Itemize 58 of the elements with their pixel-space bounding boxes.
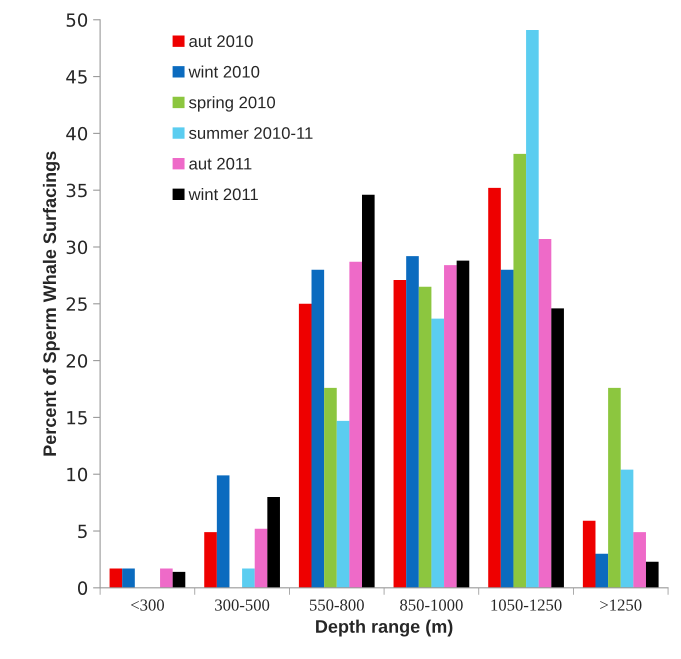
x-tick-label: 300-500 xyxy=(215,599,270,611)
y-tick-label: 50 xyxy=(66,13,88,27)
bar xyxy=(406,256,419,588)
bar xyxy=(418,286,432,588)
bar xyxy=(513,154,526,588)
x-tick-label: <300 xyxy=(131,599,164,611)
bar xyxy=(431,318,444,588)
bar xyxy=(608,388,621,588)
x-axis-title: Depth range (m) xyxy=(316,620,452,637)
y-tick-label: 25 xyxy=(66,297,87,311)
bar xyxy=(595,554,608,588)
y-tick-label: 45 xyxy=(66,70,87,84)
bar xyxy=(298,304,312,588)
y-tick-label: 30 xyxy=(66,240,88,254)
y-tick-label: 40 xyxy=(66,126,88,140)
y-tick-label: 10 xyxy=(67,468,88,482)
x-tick-label: 550-800 xyxy=(310,599,364,611)
bar xyxy=(456,260,470,588)
bar xyxy=(582,520,596,588)
bar xyxy=(110,568,122,588)
legend-label: wint 2011 xyxy=(188,188,258,200)
bar xyxy=(620,470,634,588)
y-axis-title: Percent of Sperm Whale Surfacings xyxy=(42,152,60,456)
bar xyxy=(500,270,514,588)
bar xyxy=(646,562,659,588)
bar xyxy=(324,388,337,588)
bar xyxy=(216,475,230,588)
bar xyxy=(444,265,457,588)
y-tick-label: 15 xyxy=(67,411,87,425)
bar xyxy=(526,30,539,588)
bar xyxy=(122,568,135,588)
bar xyxy=(312,270,324,588)
bar xyxy=(254,528,268,588)
legend-label: summer 2010-11 xyxy=(189,127,313,139)
bar xyxy=(362,194,375,588)
bar xyxy=(488,188,501,588)
bar xyxy=(336,420,350,588)
bar xyxy=(204,532,217,588)
bar xyxy=(172,572,186,588)
legend-label: spring 2010 xyxy=(189,96,276,112)
y-tick-label: 5 xyxy=(78,524,87,538)
x-tick-label: >1250 xyxy=(600,599,642,611)
y-tick-label: 20 xyxy=(66,354,88,368)
x-tick-label: 850-1000 xyxy=(400,599,463,611)
x-tick-label: 1050-1250 xyxy=(491,599,562,611)
bar xyxy=(551,308,564,588)
y-tick-label: 35 xyxy=(66,184,87,198)
bar xyxy=(633,532,646,588)
legend-label: aut 2011 xyxy=(189,158,252,170)
bar xyxy=(349,262,362,588)
bar xyxy=(538,239,552,588)
y-tick-label: 0 xyxy=(78,581,88,595)
bar xyxy=(242,568,255,588)
legend-label: aut 2010 xyxy=(189,35,253,48)
bar xyxy=(394,280,406,588)
bar xyxy=(267,496,280,588)
bar xyxy=(160,568,173,588)
legend-label: wint 2010 xyxy=(188,65,260,78)
